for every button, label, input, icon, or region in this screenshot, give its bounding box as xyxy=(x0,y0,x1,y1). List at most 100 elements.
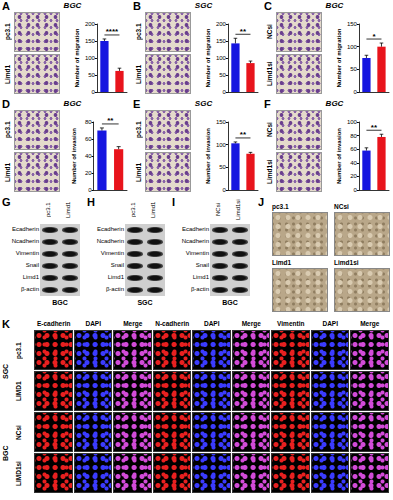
svg-text:0: 0 xyxy=(223,89,227,95)
html-text:N-cadherin: N-cadherin xyxy=(155,320,190,327)
svg-text:**: ** xyxy=(240,130,247,139)
html-text:Limd1: Limd1 xyxy=(135,162,142,182)
svg-text:0: 0 xyxy=(223,187,227,193)
svg-text:20: 20 xyxy=(85,170,92,176)
svg-text:150: 150 xyxy=(347,21,358,27)
html-text:E-cadherin: E-cadherin xyxy=(37,320,71,327)
html-text:NCsi: NCsi xyxy=(15,425,22,440)
svg-text:Number of invasion: Number of invasion xyxy=(205,128,211,184)
html-text:LIMD1si: LIMD1si xyxy=(15,461,22,486)
svg-text:Number of migration: Number of migration xyxy=(205,28,211,87)
html-text:Ecadherin: Ecadherin xyxy=(12,226,39,232)
html-text:pc3.1: pc3.1 xyxy=(130,202,136,218)
svg-text:Number of migration: Number of migration xyxy=(74,28,80,87)
html-text:NCsi: NCsi xyxy=(266,24,273,40)
svg-text:80: 80 xyxy=(85,119,92,125)
html-text:Vimentin: Vimentin xyxy=(15,250,39,256)
svg-text:60: 60 xyxy=(350,146,357,152)
html-text:B: B xyxy=(133,0,141,12)
html-text:J: J xyxy=(258,196,265,208)
svg-text:0: 0 xyxy=(354,89,358,95)
html-text:BGC: BGC xyxy=(2,445,9,461)
svg-text:200: 200 xyxy=(216,21,227,27)
html-text:E: E xyxy=(133,98,141,110)
html-text:D: D xyxy=(2,98,10,110)
html-text:BGC: BGC xyxy=(63,1,82,10)
svg-text:100: 100 xyxy=(216,142,227,148)
svg-text:Number of migration: Number of migration xyxy=(336,28,342,87)
html-text:DAPI: DAPI xyxy=(204,320,220,327)
html-text:SGC: SGC xyxy=(2,363,9,379)
html-text:β-actin: β-actin xyxy=(20,286,39,292)
svg-text:150: 150 xyxy=(85,38,96,44)
html-text:Merge: Merge xyxy=(123,320,143,327)
html-text:Snail: Snail xyxy=(25,262,39,268)
svg-text:40: 40 xyxy=(85,153,92,159)
html-text:LIMD1: LIMD1 xyxy=(15,381,22,402)
html-text:NCsi: NCsi xyxy=(334,203,349,210)
svg-text:*: * xyxy=(372,32,376,41)
html-text:Limd1si: Limd1si xyxy=(266,61,273,87)
svg-text:20: 20 xyxy=(350,173,357,179)
html-text:Limd1: Limd1 xyxy=(272,259,292,266)
svg-text:40: 40 xyxy=(350,160,357,166)
svg-text:50: 50 xyxy=(219,72,226,78)
svg-text:50: 50 xyxy=(350,66,357,72)
svg-text:80: 80 xyxy=(350,133,357,139)
html-text:Merge: Merge xyxy=(241,320,261,327)
html-text:BGC: BGC xyxy=(325,99,344,108)
svg-text:60: 60 xyxy=(85,136,92,142)
html-text:F: F xyxy=(264,98,271,110)
html-text:Ncadherin: Ncadherin xyxy=(11,238,39,244)
html-text:H: H xyxy=(87,196,95,208)
html-text:SGC: SGC xyxy=(137,299,153,306)
html-text:pc3.1: pc3.1 xyxy=(45,202,51,218)
html-text:BGC: BGC xyxy=(63,99,82,108)
html-text:A: A xyxy=(2,0,10,12)
html-text:pc3.1: pc3.1 xyxy=(135,23,142,41)
html-text:SGC: SGC xyxy=(194,1,213,10)
html-text:Limd1: Limd1 xyxy=(135,64,142,84)
html-text:DAPI: DAPI xyxy=(85,320,101,327)
html-text:C: C xyxy=(264,0,272,12)
html-text:BGC: BGC xyxy=(52,299,68,306)
svg-text:**: ** xyxy=(107,116,114,125)
svg-text:**: ** xyxy=(371,123,378,132)
html-text:Merge: Merge xyxy=(360,320,380,327)
html-text:Limd1: Limd1 xyxy=(4,162,11,182)
svg-text:0: 0 xyxy=(92,89,96,95)
svg-text:50: 50 xyxy=(88,72,95,78)
svg-text:0: 0 xyxy=(88,187,92,193)
html-text:Limd1: Limd1 xyxy=(22,274,39,280)
svg-text:**: ** xyxy=(240,27,247,36)
html-text:SGC: SGC xyxy=(194,99,213,108)
html-text:BGC: BGC xyxy=(222,299,238,306)
html-text:pc3.1: pc3.1 xyxy=(135,121,142,139)
svg-text:50: 50 xyxy=(219,164,226,170)
svg-text:200: 200 xyxy=(85,21,96,27)
svg-text:0: 0 xyxy=(354,187,358,193)
html-text:DAPI: DAPI xyxy=(322,320,338,327)
svg-text:100: 100 xyxy=(85,55,96,61)
html-text:NCsi: NCsi xyxy=(266,122,273,138)
svg-text:150: 150 xyxy=(216,38,227,44)
html-text:BGC: BGC xyxy=(325,1,344,10)
html-text:pc3.1: pc3.1 xyxy=(272,203,289,210)
html-text:Limd1si: Limd1si xyxy=(266,159,273,185)
html-text:pc3.1: pc3.1 xyxy=(15,342,22,359)
html-text:Vimentin: Vimentin xyxy=(277,320,305,327)
html-text:Limd1: Limd1 xyxy=(65,201,71,219)
svg-text:100: 100 xyxy=(347,119,358,125)
html-text:pc3.1: pc3.1 xyxy=(4,23,11,41)
svg-text:100: 100 xyxy=(347,44,358,50)
svg-text:Number of invasion: Number of invasion xyxy=(71,128,77,184)
svg-text:150: 150 xyxy=(216,119,227,125)
html-text:Limd1: Limd1 xyxy=(4,64,11,84)
svg-text:****: **** xyxy=(106,27,119,36)
svg-text:Number of invasion: Number of invasion xyxy=(336,128,342,184)
html-text:G: G xyxy=(2,196,11,208)
html-text:Limd1si: Limd1si xyxy=(334,259,359,266)
html-text:K: K xyxy=(2,318,10,330)
svg-text:100: 100 xyxy=(216,55,227,61)
html-text:pc3.1: pc3.1 xyxy=(4,121,11,139)
